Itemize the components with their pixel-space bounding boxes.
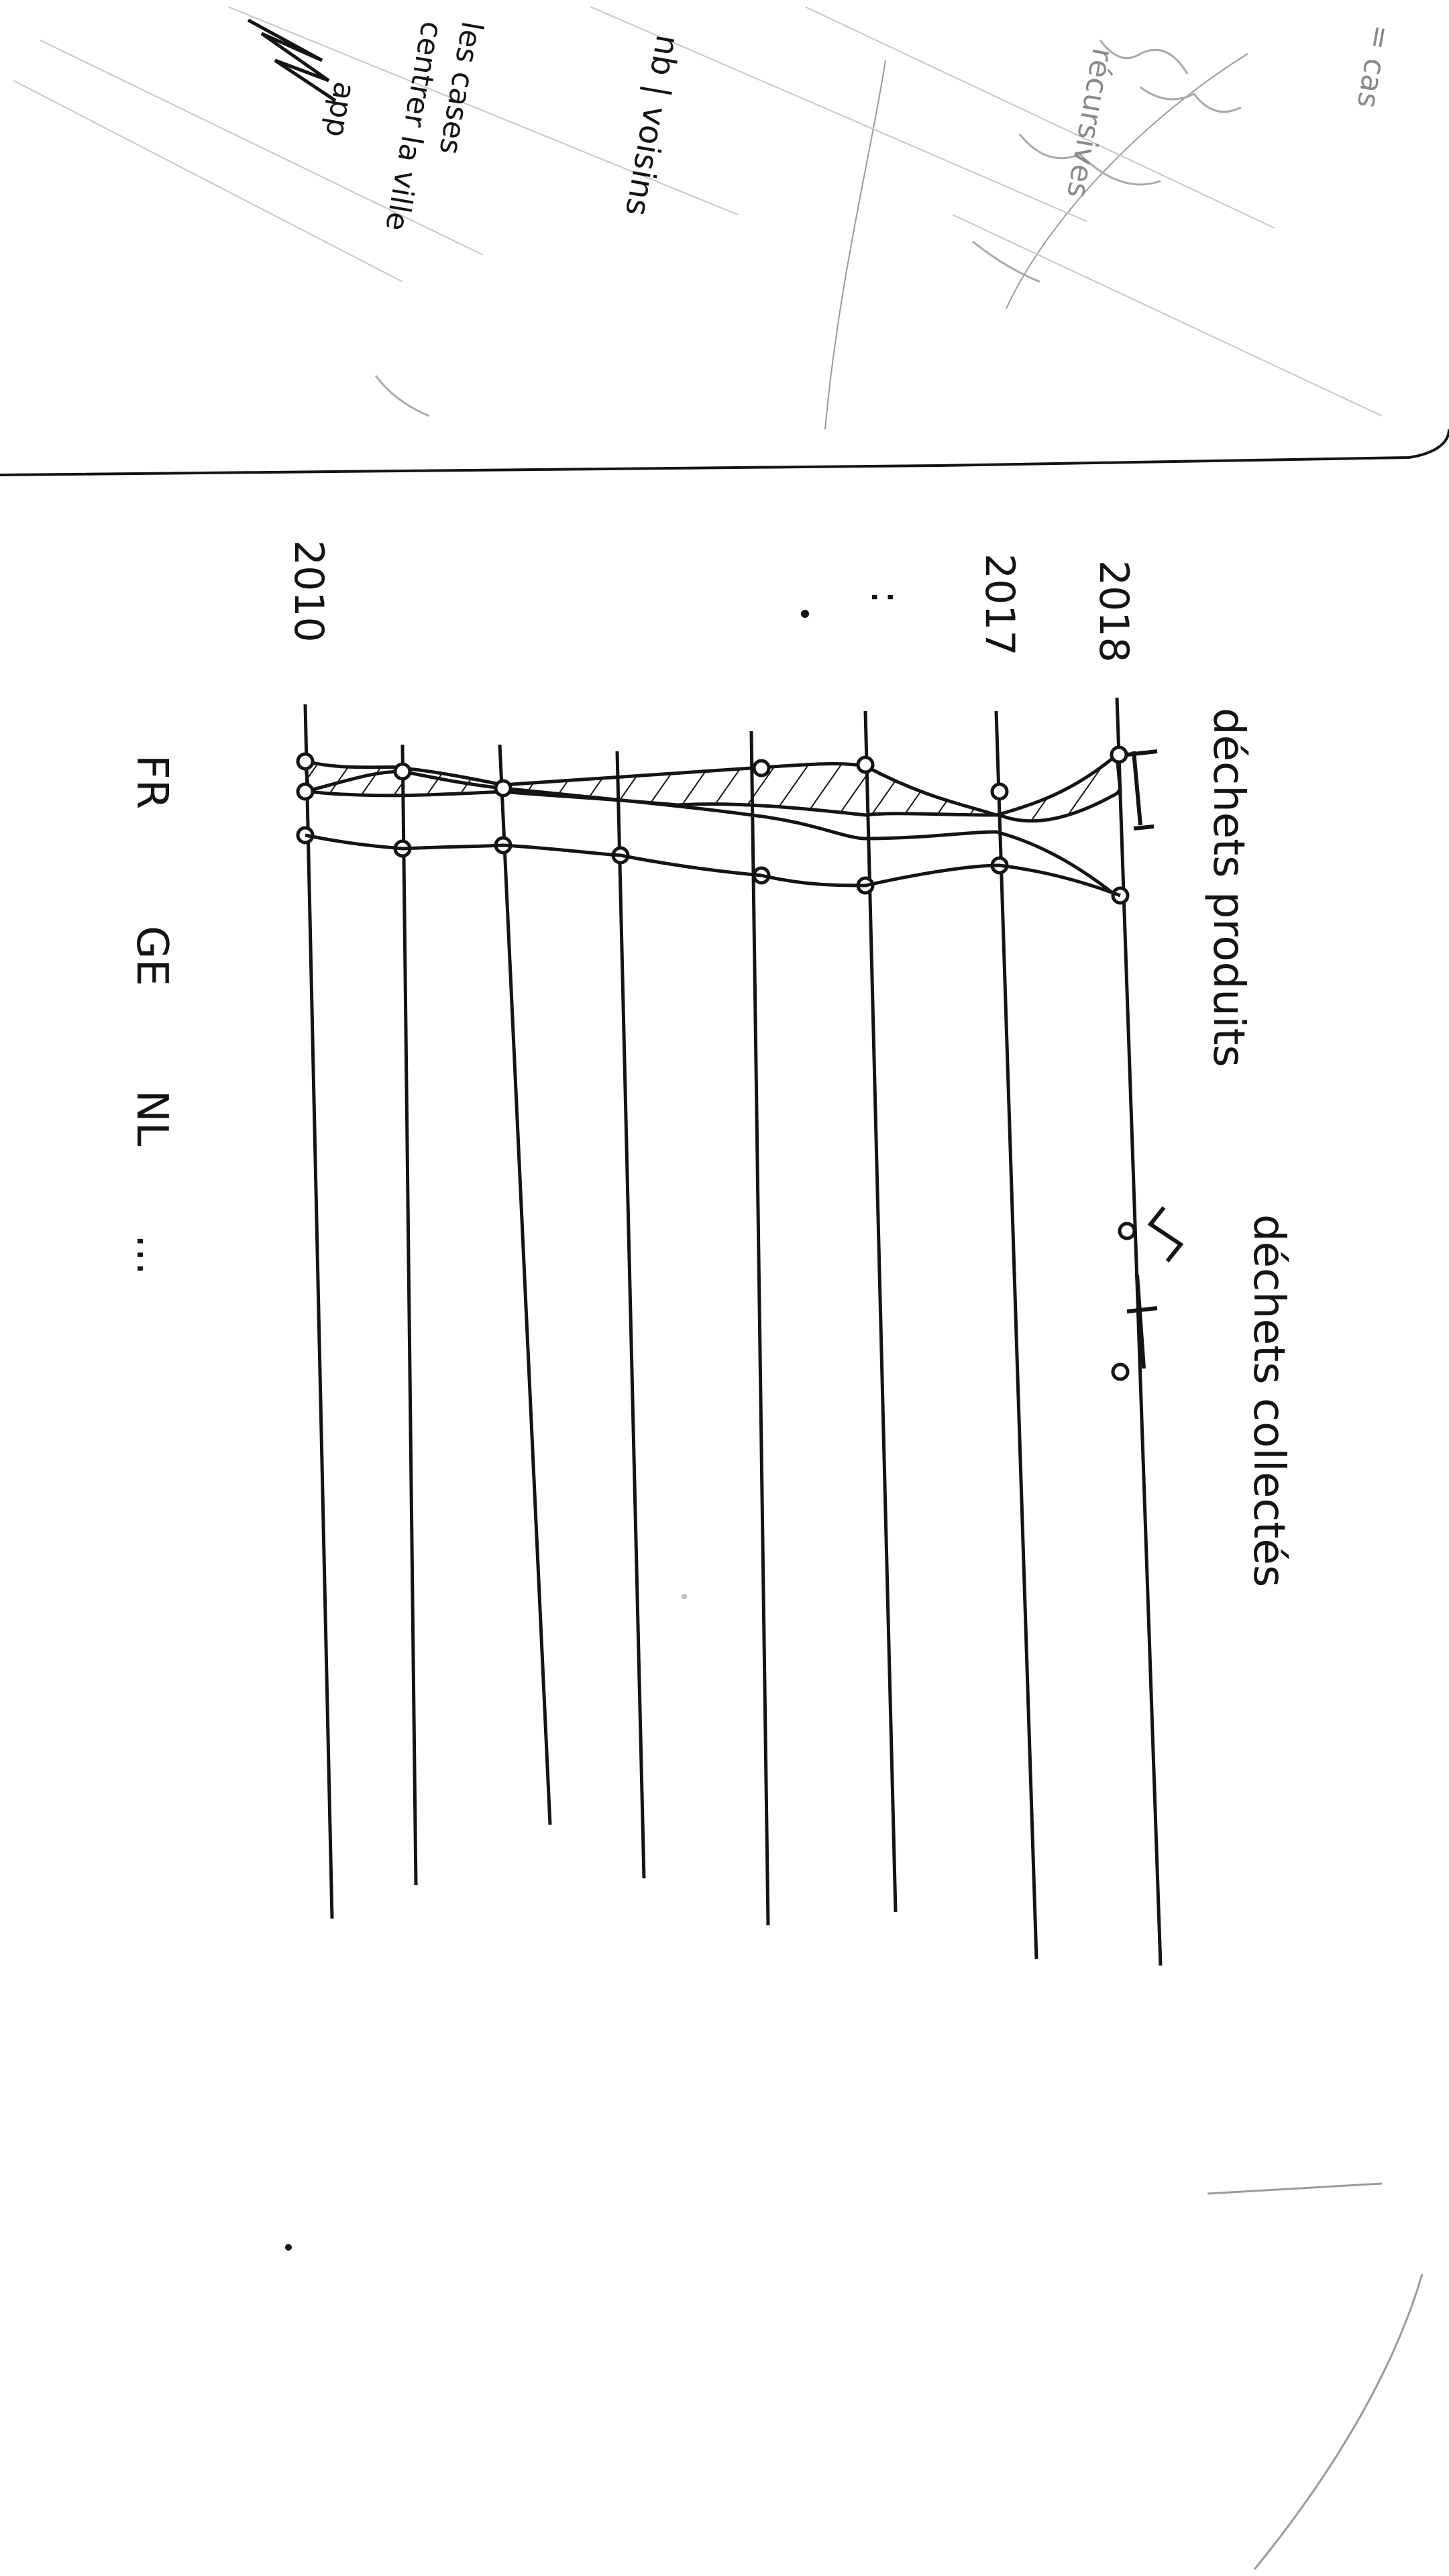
timeline-row-5 [615, 751, 646, 1879]
timeline-2018 [1115, 697, 1163, 1966]
timeline-row-7 [400, 744, 418, 1886]
torn-page-edge [0, 429, 1449, 476]
timeline-row-6 [498, 744, 552, 1825]
data-point [296, 782, 315, 801]
page-fold-curve [824, 60, 886, 430]
data-point [752, 759, 771, 777]
timeline-row-4 [749, 731, 770, 1926]
note-text-block: = cas récursives nb | voisins les cases … [319, 19, 1399, 233]
country-label-ge: GE [127, 926, 176, 986]
column-header-collected: déchets collectés [1244, 1214, 1293, 1587]
ruled-lines [13, 6, 1383, 417]
year-axis-labels: 2018 2017 : 2010 [285, 540, 1137, 663]
column-header-produced: déchets produits [1203, 708, 1253, 1067]
scribbled-out-word [247, 18, 337, 103]
range-bracket [1126, 749, 1158, 830]
year-label-2010: 2010 [285, 540, 332, 643]
timeline-2010 [303, 704, 334, 1919]
year-label-2018: 2018 [1090, 560, 1137, 663]
data-point [1118, 1222, 1136, 1240]
stray-mark [1207, 2182, 1383, 2195]
data-point [990, 782, 1009, 801]
note-fragment: app [319, 79, 362, 140]
country-label-nl: NL [127, 1090, 176, 1146]
stray-dot [682, 1594, 687, 1599]
ellipsis-dot [801, 610, 809, 618]
data-point [494, 779, 513, 798]
note-fragment: nb | voisins [618, 32, 686, 219]
year-label-2017: 2017 [976, 553, 1023, 656]
column-headers: déchets produits déchets collectés [1203, 708, 1293, 1587]
page-fold-curve-2 [1006, 53, 1248, 309]
country-labels: FR GE NL ... [127, 755, 176, 1275]
stray-mark [1253, 2273, 1424, 2570]
faint-scribble-strokes [374, 40, 1242, 417]
year-timelines [303, 697, 1163, 1966]
country-label-more: ... [127, 1234, 176, 1275]
torn-page-fragment: = cas récursives nb | voisins les cases … [0, 6, 1449, 476]
country-label-fr: FR [127, 755, 176, 809]
stray-dot [285, 2244, 292, 2251]
collected-series [305, 833, 1121, 898]
data-point [1111, 1362, 1130, 1381]
timeline-row-3 [863, 710, 898, 1913]
timeline-2017 [994, 710, 1038, 1960]
data-point [393, 762, 412, 781]
data-point [856, 755, 875, 774]
note-fragment: = cas [1350, 22, 1398, 111]
data-point [296, 752, 315, 771]
data-point [1110, 745, 1128, 764]
year-label-ellipsis: : [862, 590, 909, 604]
collected-bracket [1126, 1206, 1184, 1369]
